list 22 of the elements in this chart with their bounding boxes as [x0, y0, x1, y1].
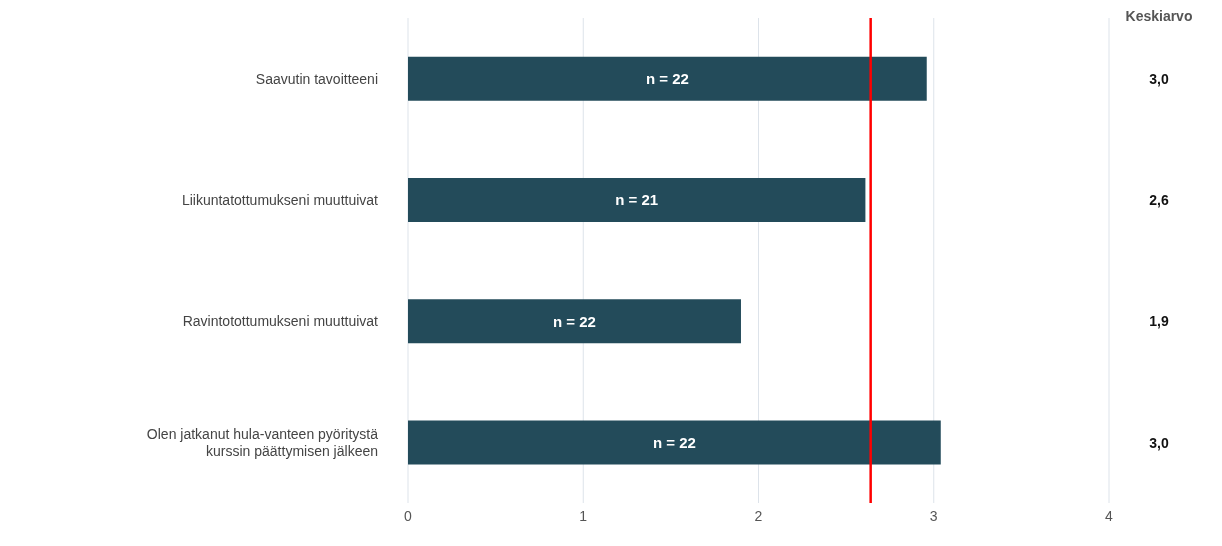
y-tick-label: Saavutin tavoitteeni	[255, 70, 378, 87]
annotation: n = 22	[652, 433, 696, 451]
bar	[408, 299, 741, 344]
x-tick-label: 3	[929, 507, 938, 524]
annotation: n = 21	[615, 191, 659, 209]
data-label: 3,0	[1149, 434, 1169, 451]
x-tick-label: 1	[579, 507, 588, 524]
y-tick-label: Ravintotottumukseni muuttuivat	[182, 313, 379, 330]
bar	[408, 178, 866, 223]
text: Keskiarvo	[1124, 8, 1194, 24]
y-tick-label: Liikuntatottumukseni muuttuivat	[181, 191, 379, 208]
data-label: 1,9	[1149, 313, 1169, 330]
annotation: n = 22	[645, 70, 689, 88]
x-tick-label: 0	[404, 507, 413, 524]
bar	[408, 56, 927, 101]
annotation: n = 22	[553, 312, 596, 330]
x-tick-label: 2	[754, 507, 763, 524]
bar	[408, 420, 941, 465]
x-tick-label: 4	[1105, 507, 1114, 524]
y-tick-label: Olen jatkanut hula-vanteen pyöritystä kurssin päättymisen jälkeen	[146, 425, 379, 459]
data-label: 3,0	[1149, 70, 1169, 87]
data-label: 2,6	[1149, 192, 1169, 209]
